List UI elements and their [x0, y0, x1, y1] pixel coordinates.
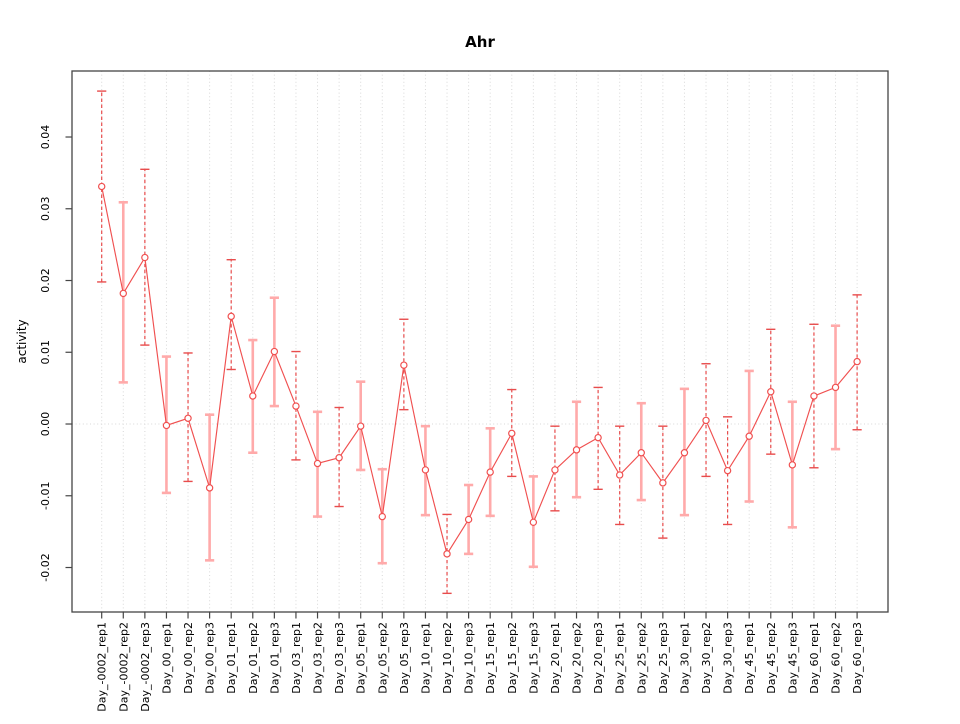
x-tick-label: Day_25_rep1: [614, 622, 627, 694]
x-tick-label: Day_20_rep1: [549, 622, 562, 694]
x-tick-label: Day_01_rep2: [247, 622, 260, 694]
data-point: [356, 422, 365, 430]
data-point: [831, 383, 840, 392]
x-tick-label: Day_45_rep1: [743, 622, 756, 694]
data-point: [227, 312, 235, 321]
x-tick-label: Day_-0002_rep2: [117, 622, 130, 712]
y-tick-label: 0.02: [39, 268, 52, 293]
x-tick-label: Day_03_rep3: [333, 622, 346, 694]
x-tick-label: Day_30_rep1: [678, 622, 691, 694]
data-point: [680, 449, 689, 457]
plot-content: 0.04 0.03 0.02 0.01 0.00 -0.01 -0.02 Day_-0002_…: [39, 71, 888, 712]
data-point: [594, 433, 602, 442]
y-tick-label: 0.03: [39, 197, 52, 222]
x-tick-label: Day_15_rep3: [527, 622, 540, 694]
x-tick-label: Day_00_rep1: [160, 622, 173, 694]
y-tick-label: 0.01: [39, 340, 52, 365]
x-tick-label: Day_-0002_rep3: [139, 622, 152, 712]
data-point: [702, 416, 710, 425]
y-tick-label: -0.02: [39, 553, 52, 581]
x-tick-label: Day_15_rep1: [484, 622, 497, 694]
x-tick-label: Day_10_rep2: [441, 622, 454, 694]
data-point: [184, 414, 192, 422]
data-point: [421, 466, 430, 474]
y-axis-title: activity: [15, 319, 29, 363]
x-tick-label: Day_00_rep3: [204, 622, 217, 694]
x-tick-label: Day_05_rep2: [376, 622, 389, 694]
data-point: [335, 454, 343, 462]
x-tick-label: Day_30_rep2: [700, 622, 713, 694]
data-point: [141, 253, 149, 262]
data-point: [119, 289, 127, 298]
chart-title: Ahr: [465, 33, 495, 51]
x-tick-label: Day_05_rep1: [355, 622, 368, 694]
data-point: [637, 449, 645, 457]
data-point: [464, 515, 473, 524]
data-point: [508, 429, 516, 438]
x-tick-label: Day_60_rep1: [808, 622, 821, 694]
x-tick-label: Day_25_rep2: [635, 622, 648, 694]
x-tick-label: Day_05_rep3: [398, 622, 411, 694]
data-point: [788, 461, 797, 469]
data-point: [378, 512, 386, 521]
x-tick-label: Day_45_rep2: [765, 622, 778, 694]
x-tick-label: Day_03_rep2: [312, 622, 325, 694]
x-tick-label: Day_10_rep1: [419, 622, 432, 694]
data-point: [745, 432, 753, 440]
y-tick-label: 0.04: [39, 125, 52, 150]
series-line: [101, 186, 858, 556]
data-point: [443, 550, 451, 558]
data-point: [249, 392, 257, 400]
data-point: [486, 468, 494, 476]
x-tick-label: Day_60_rep3: [851, 622, 864, 694]
data-point: [659, 479, 667, 487]
data-point: [313, 459, 322, 468]
x-tick-label: Day_25_rep3: [657, 622, 670, 694]
data-point: [205, 484, 214, 492]
data-point: [97, 182, 106, 191]
x-tick-label: Day_45_rep3: [786, 622, 799, 694]
data-point: [853, 357, 861, 366]
data-point: [529, 518, 538, 527]
data-point: [572, 446, 581, 454]
x-tick-label: Day_30_rep3: [722, 622, 735, 694]
data-point: [615, 471, 624, 479]
data-point: [767, 388, 775, 396]
data-point: [551, 466, 559, 474]
x-tick-label: Day_-0002_rep1: [96, 622, 109, 712]
x-tick-label: Day_00_rep2: [182, 622, 195, 694]
x-tick-label: Day_01_rep3: [268, 622, 281, 694]
y-tick-label: -0.01: [39, 482, 52, 510]
y-tick-label: 0.00: [39, 412, 52, 437]
plot-border: [71, 70, 889, 613]
data-point: [810, 392, 818, 400]
data-point: [292, 402, 300, 410]
x-tick-label: Day_20_rep2: [571, 622, 584, 694]
x-tick-label: Day_01_rep1: [225, 622, 238, 694]
x-tick-label: Day_10_rep3: [463, 622, 476, 694]
x-tick-label: Day_20_rep3: [592, 622, 605, 694]
x-tick-label: Day_60_rep2: [830, 622, 843, 694]
data-point: [400, 361, 408, 369]
x-tick-label: Day_03_rep1: [290, 622, 303, 694]
x-tick-label: Day_15_rep2: [506, 622, 519, 694]
data-point: [723, 466, 732, 475]
data-point: [162, 421, 171, 430]
data-point: [270, 347, 279, 356]
